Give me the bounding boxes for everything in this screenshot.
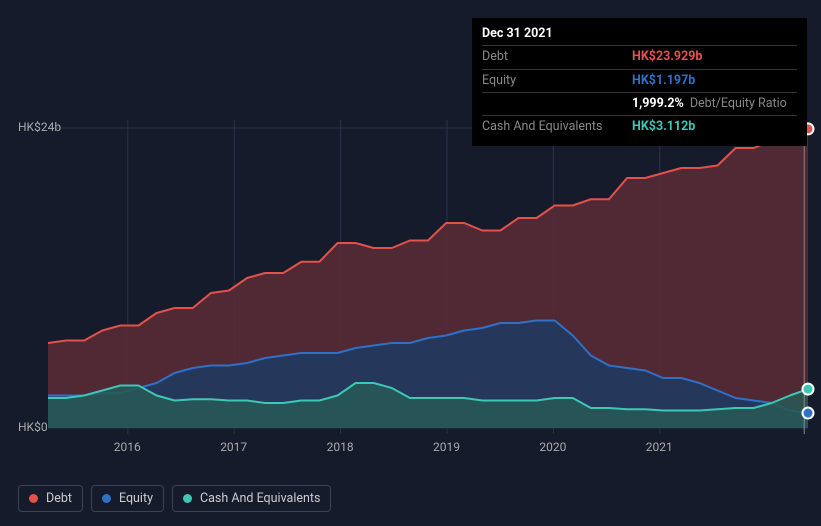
tooltip-value: HK$3.112b [632,119,695,135]
tooltip-date: Dec 31 2021 [482,26,797,45]
tooltip-row: EquityHK$1.197b [482,69,797,92]
legend-dot-icon [29,494,38,503]
tooltip-row: 1,999.2%Debt/Equity Ratio [482,92,797,115]
tooltip-label: Equity [482,73,632,89]
tooltip-value: HK$1.197b [632,73,695,89]
legend-dot-icon [102,494,111,503]
legend-item-debt[interactable]: Debt [18,485,83,512]
tooltip-row: Cash And EquivalentsHK$3.112b [482,115,797,138]
y-axis-label: HK$0 [18,420,48,434]
tooltip-sublabel: Debt/Equity Ratio [690,96,787,111]
x-axis-label: 2019 [433,440,460,454]
y-axis-label: HK$24b [18,120,61,134]
legend-label: Debt [46,491,72,506]
tooltip-label: Cash And Equivalents [482,119,632,135]
chart-tooltip: Dec 31 2021DebtHK$23.929bEquityHK$1.197b… [472,18,807,146]
tooltip-row: DebtHK$23.929b [482,45,797,68]
x-axis-label: 2017 [220,440,247,454]
legend-label: Cash And Equivalents [200,491,320,506]
x-axis-label: 2020 [539,440,566,454]
tooltip-value: HK$23.929b [632,49,702,65]
x-axis-label: 2016 [114,440,141,454]
chart-legend: Debt Equity Cash And Equivalents [18,485,331,512]
tooltip-value: 1,999.2%Debt/Equity Ratio [632,96,787,112]
tooltip-label [482,96,632,112]
tooltip-label: Debt [482,49,632,65]
legend-label: Equity [119,491,153,506]
legend-item-equity[interactable]: Equity [91,485,164,512]
x-axis-label: 2018 [327,440,354,454]
legend-dot-icon [183,494,192,503]
legend-item-cash-and-equivalents[interactable]: Cash And Equivalents [172,485,331,512]
x-axis-label: 2021 [646,440,673,454]
